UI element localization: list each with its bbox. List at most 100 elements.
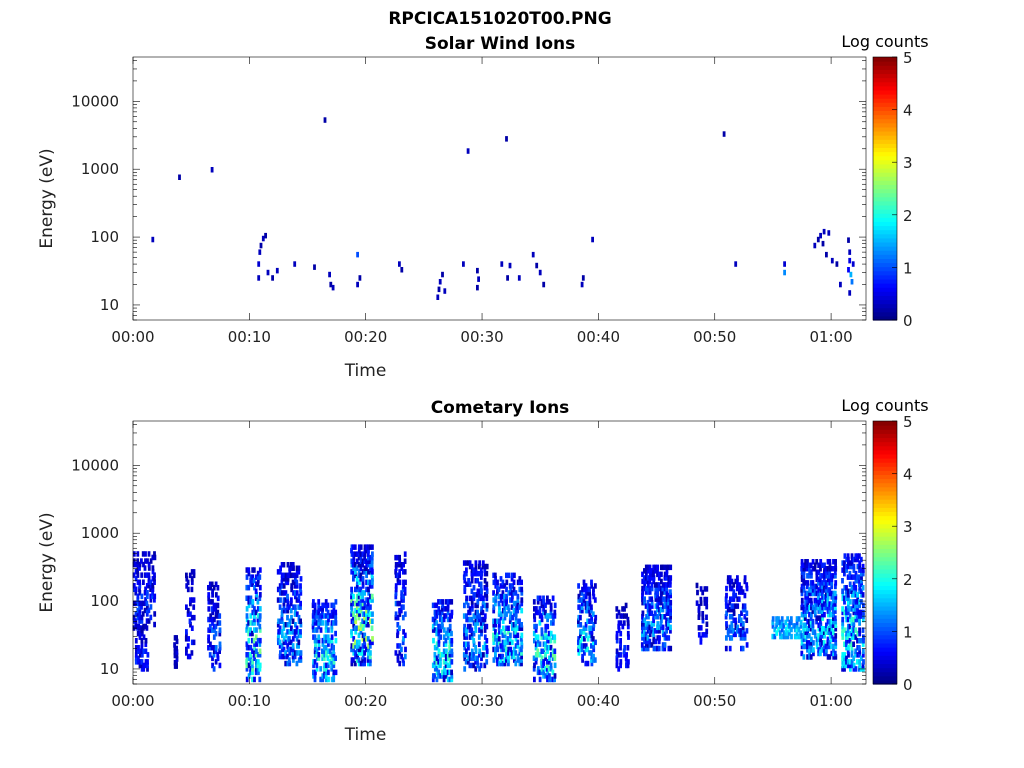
colorbar-step	[873, 229, 897, 235]
spectrogram-cell	[860, 574, 863, 580]
spectrogram-cell	[207, 595, 211, 602]
spectrogram-cell	[854, 666, 858, 672]
spectrogram-cell	[850, 648, 854, 654]
colorbar-tick-label: 0	[903, 676, 913, 694]
spectrogram-cell	[435, 666, 439, 672]
spectrogram-cell	[291, 653, 295, 660]
spectrogram-cell	[175, 663, 178, 669]
spectrogram-cell	[286, 604, 289, 610]
spectrogram-cell	[663, 599, 667, 606]
spectrogram-cell	[843, 627, 847, 633]
spectrogram-cell	[663, 575, 667, 581]
spectrogram-cell	[830, 626, 834, 632]
spectrogram-cell	[332, 662, 336, 669]
spectrogram-cell	[641, 624, 644, 631]
spectrogram-cell	[400, 604, 404, 610]
spectrogram-cell	[577, 643, 581, 649]
spectrogram-cell	[826, 654, 830, 660]
spectrogram-cell	[848, 638, 852, 644]
spectrogram-cell	[478, 648, 482, 654]
spectrogram-cell	[792, 623, 796, 629]
spectrogram-cell	[553, 613, 557, 619]
colorbar-tick-label: 2	[903, 207, 913, 225]
spectrogram-cell	[492, 572, 496, 579]
spectrogram-cell	[499, 593, 503, 600]
spectrogram-cell	[291, 562, 295, 568]
spectrogram-cell	[284, 576, 288, 582]
spectrogram-cell	[214, 581, 218, 587]
spectrogram-cell	[474, 570, 478, 577]
spectrogram-cell	[326, 609, 330, 616]
spectrogram-cell	[544, 644, 547, 651]
spectrogram-cell	[658, 628, 661, 634]
spectrogram-cell	[841, 634, 845, 640]
spectrogram-cell	[724, 603, 728, 609]
spectrogram-cell	[324, 623, 328, 630]
spectrogram-cell	[846, 616, 850, 623]
spectrogram-cell	[645, 614, 648, 620]
spectrogram-cell	[833, 608, 837, 614]
spectrogram-cell	[658, 624, 661, 631]
spectrogram-cell	[617, 627, 621, 633]
spectrogram-cell	[588, 607, 591, 614]
spectrogram-cell	[208, 627, 212, 633]
spectrogram-cell	[644, 631, 648, 638]
spectrogram-cell	[509, 597, 512, 603]
spectrogram-cell	[826, 587, 830, 593]
spectrogram-cell	[819, 622, 823, 628]
spectrogram-cell	[586, 600, 589, 607]
spectrogram-cell	[549, 602, 553, 609]
spectrogram-cell	[732, 603, 736, 609]
spectrogram-cell	[819, 232, 822, 239]
spectrogram-cell	[474, 609, 478, 616]
spectrogram-cell	[132, 551, 136, 557]
spectrogram-cell	[657, 582, 661, 588]
spectrogram-cell	[322, 644, 326, 651]
spectrogram-cell	[642, 578, 646, 585]
spectrogram-cell	[584, 622, 588, 628]
colorbar-step	[873, 102, 897, 107]
spectrogram-cell	[858, 609, 861, 616]
spectrogram-cell	[808, 622, 811, 628]
spectrogram-cell	[834, 640, 838, 646]
spectrogram-cell	[643, 582, 647, 588]
spectrogram-cell	[213, 616, 216, 623]
spectrogram-cell	[444, 637, 448, 644]
spectrogram-cell	[858, 620, 861, 626]
spectrogram-cell	[503, 657, 507, 663]
spectrogram-cell	[480, 570, 483, 577]
spectrogram-cell	[665, 568, 669, 574]
spectrogram-cell	[192, 597, 196, 603]
spectrogram-cell	[516, 632, 520, 639]
x-tick-label: 00:00	[111, 692, 154, 710]
spectrogram-cell	[290, 586, 294, 593]
spectrogram-cell	[696, 589, 699, 596]
spectrogram-cell	[474, 602, 478, 609]
spectrogram-cell	[503, 639, 507, 646]
spectrogram-cell	[398, 562, 402, 568]
spectrogram-cell	[656, 621, 660, 627]
spectrogram-cell	[441, 599, 445, 605]
spectrogram-cell	[729, 596, 732, 602]
spectrogram-cell	[730, 635, 734, 641]
spectrogram-cell	[212, 602, 216, 609]
spectrogram-cell	[134, 659, 138, 665]
spectrogram-cell	[140, 593, 144, 600]
spectrogram-cell	[368, 660, 372, 667]
spectrogram-cell	[652, 564, 656, 571]
spectrogram-cell	[843, 641, 846, 647]
spectrogram-cell	[365, 547, 368, 554]
spectrogram-cell	[439, 634, 442, 640]
spectrogram-cell	[297, 650, 301, 656]
spectrogram-cell	[819, 580, 823, 586]
spectrogram-cell	[551, 676, 555, 683]
spectrogram-cell	[730, 628, 734, 634]
spectrogram-cell	[313, 676, 317, 683]
spectrogram-cell	[542, 606, 545, 612]
spectrogram-cell	[734, 603, 737, 609]
spectrogram-cell	[394, 593, 398, 600]
spectrogram-cell	[740, 645, 743, 652]
spectrogram-cell	[290, 629, 293, 635]
spectrogram-cell	[739, 635, 743, 641]
spectrogram-cell	[825, 622, 828, 628]
